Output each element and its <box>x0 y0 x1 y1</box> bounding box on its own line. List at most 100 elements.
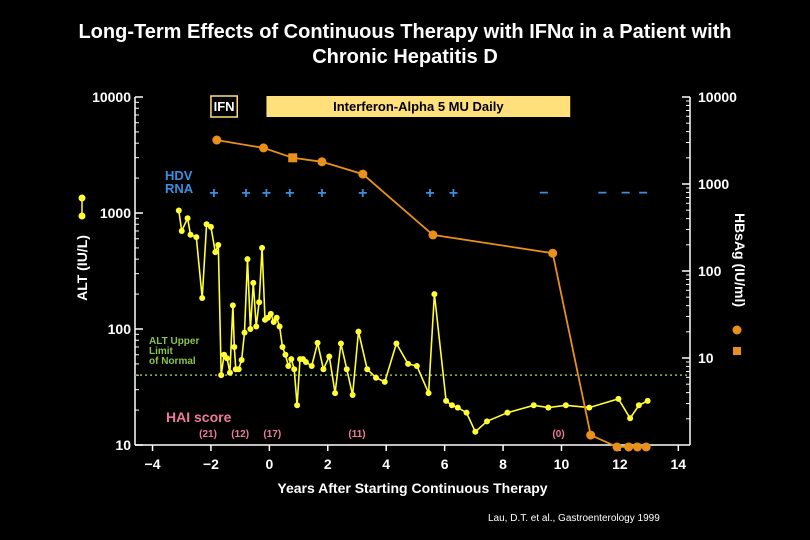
alt-data-point <box>586 404 593 411</box>
citation: Lau, D.T. et al., Gastroenterology 1999 <box>488 513 660 524</box>
hdv-rna-marker: − <box>539 185 548 202</box>
alt-data-point <box>253 323 260 330</box>
hbsag-legend-circle <box>732 325 742 335</box>
alt-data-point <box>431 291 438 298</box>
alt-data-point <box>250 279 257 286</box>
hdv-rna-label-line: RNA <box>165 181 194 196</box>
hdv-rna-marker: + <box>425 185 434 202</box>
alt-data-point <box>203 221 210 228</box>
alt-data-point <box>244 256 251 263</box>
hai-score-value: (12) <box>231 429 249 440</box>
x-axis-title: Years After Starting Continuous Therapy <box>277 480 547 496</box>
hbsag-data-point <box>586 430 596 440</box>
hbsag-data-point <box>259 143 269 153</box>
hdv-rna-marker: − <box>639 185 648 202</box>
hdv-rna-marker: − <box>621 185 630 202</box>
alt-data-point <box>229 302 236 309</box>
alt-data-point <box>320 366 327 373</box>
alt-data-point <box>259 244 266 251</box>
alt-data-point <box>364 366 371 373</box>
left-axis-tick-label: 10000 <box>92 89 131 105</box>
alt-data-point <box>530 402 537 409</box>
alt-data-point <box>349 391 356 398</box>
alt-legend-dot-top <box>78 194 86 202</box>
alt-data-point <box>270 318 277 325</box>
hdv-rna-marker: + <box>449 185 458 202</box>
alt-data-point <box>308 362 315 369</box>
left-axis-tick-label: 1000 <box>100 205 131 221</box>
hbsag-legend-square <box>733 347 741 355</box>
hbsag-data-point <box>288 153 298 163</box>
alt-data-point <box>413 362 420 369</box>
alt-data-point <box>175 207 182 214</box>
continuous-therapy-label: Interferon-Alpha 5 MU Daily <box>333 99 504 114</box>
alt-data-point <box>448 402 455 409</box>
right-axis-tick-label: 100 <box>698 263 722 279</box>
x-axis-tick-label: 14 <box>671 456 687 472</box>
uln-label-line: of Normal <box>149 356 196 367</box>
alt-data-point <box>184 215 191 222</box>
alt-data-point <box>372 374 379 381</box>
hdv-rna-marker: + <box>285 185 294 202</box>
alt-data-point <box>224 355 231 362</box>
x-axis-tick-label: −4 <box>145 456 161 472</box>
alt-data-point <box>381 378 388 385</box>
alt-data-point <box>332 390 339 397</box>
alt-data-point <box>199 295 206 302</box>
slide-title: Long-Term Effects of Continuous Therapy … <box>0 20 810 70</box>
right-axis-tick-label: 10 <box>698 350 714 366</box>
ifn-pretreatment-label: IFN <box>214 99 235 114</box>
uln-label-line: ALT Upper <box>149 336 199 347</box>
alt-data-point <box>256 299 263 306</box>
alt-data-point <box>615 395 622 402</box>
hdv-rna-marker: + <box>209 185 218 202</box>
alt-data-point <box>235 366 242 373</box>
alt-data-point <box>291 366 298 373</box>
hai-score-value: (0) <box>552 429 564 440</box>
x-axis-tick-label: 6 <box>441 456 449 472</box>
alt-data-point <box>355 328 362 335</box>
x-axis-tick-label: 12 <box>612 456 628 472</box>
alt-data-point <box>226 369 233 376</box>
alt-data-point <box>279 343 286 350</box>
hdv-rna-marker: + <box>262 185 271 202</box>
hbsag-data-point <box>548 248 558 258</box>
hbsag-data-point <box>641 442 651 452</box>
alt-data-point <box>215 241 222 248</box>
uln-label-line: Limit <box>149 346 174 357</box>
alt-data-point <box>545 404 552 411</box>
right-axis-tick-label: 1000 <box>698 176 729 192</box>
alt-data-point <box>463 409 470 416</box>
alt-data-point <box>393 340 400 347</box>
alt-data-point <box>193 234 200 241</box>
hbsag-data-point <box>612 442 622 452</box>
continuous-therapy-bar <box>266 96 571 117</box>
left-axis-tick-label: 10 <box>115 437 131 453</box>
hai-score-value: (11) <box>348 429 365 440</box>
left-axis-title: ALT (IU/L) <box>74 235 90 301</box>
alt-data-point <box>314 339 321 346</box>
alt-data-point <box>326 353 333 360</box>
alt-data-point <box>187 231 194 238</box>
alt-data-point <box>644 397 651 404</box>
alt-data-point <box>267 310 274 317</box>
alt-data-point <box>238 357 245 364</box>
hbsag-data-point <box>624 442 634 452</box>
x-axis-tick-label: 8 <box>499 456 507 472</box>
alt-data-point <box>273 314 280 321</box>
ifn-pretreatment-bar <box>210 95 238 118</box>
x-axis-tick-label: 0 <box>265 456 273 472</box>
alt-data-point <box>472 428 479 435</box>
alt-data-point <box>483 418 490 425</box>
alt-data-point <box>276 323 283 330</box>
left-axis-tick-label: 100 <box>108 321 132 337</box>
hai-score-value: (17) <box>263 429 281 440</box>
alt-data-point <box>627 415 634 422</box>
right-axis-tick-label: 10000 <box>698 89 737 105</box>
alt-data-point <box>504 409 511 416</box>
alt-data-point <box>212 249 219 256</box>
hbsag-data-point <box>212 135 222 145</box>
hai-score-label: HAI score <box>166 409 232 425</box>
slide-title-line-2: Chronic Hepatitis D <box>312 46 498 68</box>
